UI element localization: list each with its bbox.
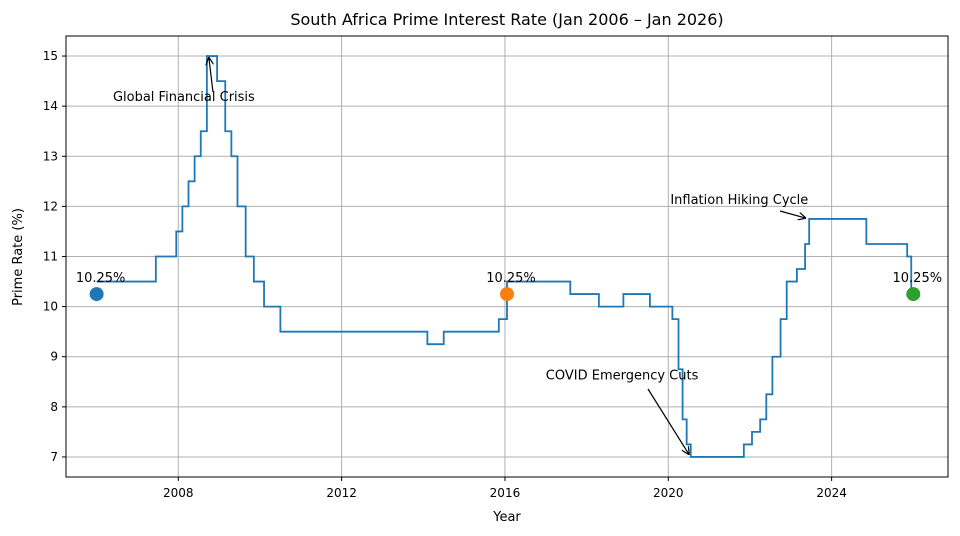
highlight-points: 10.25% 10.25% 10.25% bbox=[76, 271, 943, 302]
annotation-arrow-1 bbox=[647, 388, 689, 454]
series-group bbox=[96, 55, 914, 458]
annotations: Global Financial Crisis COVID Emergency C… bbox=[113, 58, 808, 454]
y-tick-label: 14 bbox=[43, 99, 58, 113]
y-tick-label: 12 bbox=[43, 199, 58, 213]
annotation-arrow-2 bbox=[779, 210, 805, 218]
y-tick-label: 7 bbox=[50, 450, 58, 464]
annotation-text-0: Global Financial Crisis bbox=[113, 90, 255, 105]
y-tick-label: 9 bbox=[50, 350, 58, 364]
x-tick-label: 2020 bbox=[653, 486, 684, 500]
y-tick-label: 10 bbox=[43, 300, 58, 314]
annotation-text-1: COVID Emergency Cuts bbox=[546, 368, 699, 383]
point-label-1: 10.25% bbox=[486, 271, 536, 286]
highlight-point-0 bbox=[89, 287, 104, 302]
y-tick-label: 13 bbox=[43, 149, 58, 163]
x-axis-title: Year bbox=[492, 510, 521, 525]
annotation-text-2: Inflation Hiking Cycle bbox=[670, 193, 808, 208]
y-axis: 7 8 9 10 11 12 13 14 15 bbox=[43, 49, 66, 464]
y-tick-label: 15 bbox=[43, 49, 58, 63]
grid bbox=[66, 36, 948, 477]
chart-title: South Africa Prime Interest Rate (Jan 20… bbox=[290, 10, 723, 29]
series-line-prime-rate bbox=[96, 55, 914, 458]
x-axis: 2008 2012 2016 2020 2024 bbox=[163, 477, 847, 500]
x-tick-label: 2016 bbox=[490, 486, 521, 500]
x-tick-label: 2024 bbox=[816, 486, 847, 500]
y-tick-label: 8 bbox=[50, 400, 58, 414]
x-tick-label: 2012 bbox=[326, 486, 357, 500]
y-axis-title: Prime Rate (%) bbox=[11, 208, 26, 306]
x-tick-label: 2008 bbox=[163, 486, 194, 500]
highlight-point-2 bbox=[906, 287, 921, 302]
point-label-2: 10.25% bbox=[893, 271, 943, 286]
annotation-arrow-0 bbox=[209, 58, 213, 93]
point-label-0: 10.25% bbox=[76, 271, 126, 286]
y-tick-label: 11 bbox=[43, 250, 58, 264]
highlight-point-1 bbox=[500, 287, 514, 302]
